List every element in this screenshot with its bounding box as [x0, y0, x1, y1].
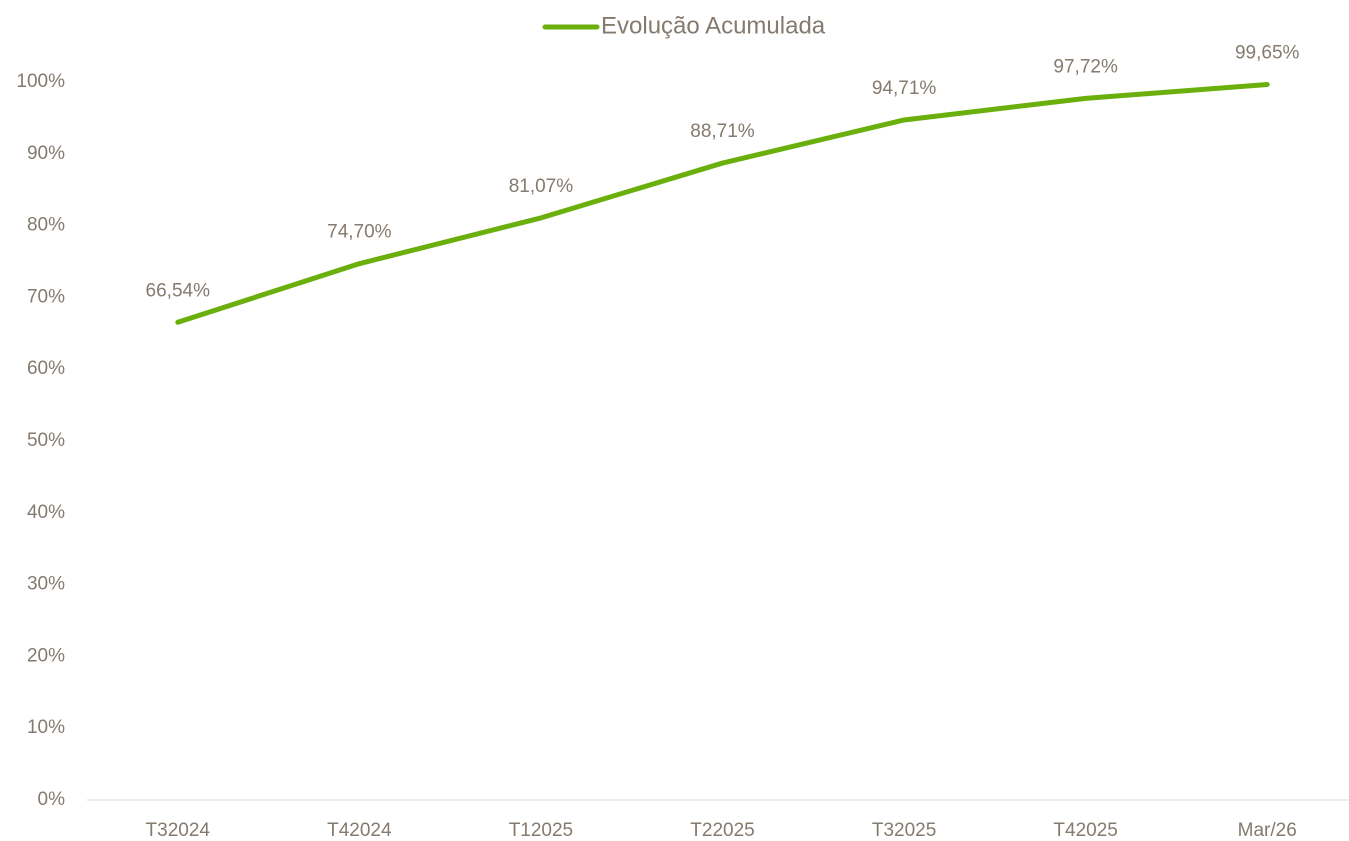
- data-label: 88,71%: [690, 121, 755, 142]
- x-tick-label: Mar/26: [1238, 820, 1297, 841]
- x-tick-label: T32024: [146, 820, 211, 841]
- x-tick-label: T22025: [690, 820, 754, 841]
- y-tick-label: 80%: [27, 215, 65, 236]
- x-tick-label: T42025: [1053, 820, 1117, 841]
- data-label: 94,71%: [872, 78, 937, 99]
- x-tick-label: T42024: [327, 820, 392, 841]
- y-tick-label: 90%: [27, 143, 65, 164]
- data-label: 74,70%: [327, 222, 392, 243]
- legend-label: Evolução Acumulada: [601, 12, 826, 39]
- y-tick-label: 100%: [16, 71, 65, 92]
- data-label: 99,65%: [1235, 43, 1300, 64]
- y-tick-label: 40%: [27, 502, 65, 523]
- data-label: 81,07%: [509, 176, 574, 197]
- x-tick-label: T32025: [872, 820, 936, 841]
- y-tick-label: 10%: [27, 717, 65, 738]
- y-tick-label: 30%: [27, 574, 65, 595]
- y-tick-label: 0%: [38, 789, 66, 810]
- y-tick-label: 70%: [27, 286, 65, 307]
- line: [175, 82, 1270, 325]
- data-label: 97,72%: [1053, 56, 1118, 77]
- data-label: 66,54%: [146, 280, 211, 301]
- x-tick-label: T12025: [509, 820, 573, 841]
- y-tick-label: 50%: [27, 430, 65, 451]
- y-tick-label: 60%: [27, 358, 65, 379]
- y-tick-label: 20%: [27, 645, 65, 666]
